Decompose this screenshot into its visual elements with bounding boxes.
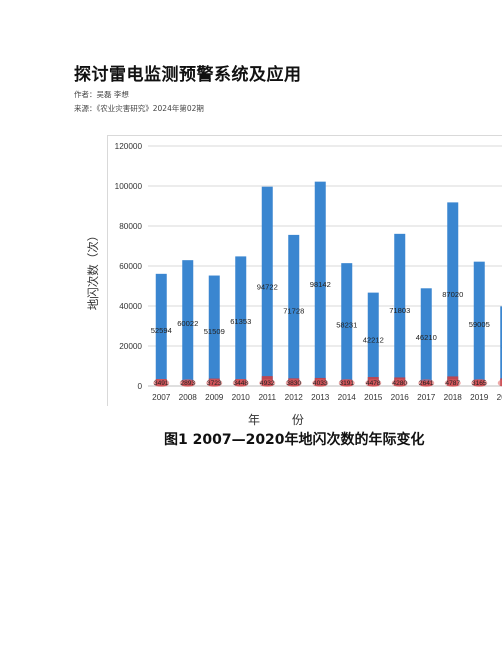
data-label-series-2: 4932 [260,380,275,387]
data-label-series-1: 46210 [416,333,437,342]
y-tick-label: 100000 [115,182,143,191]
author-line: 作者：吴磊 李想 [74,90,129,99]
bar-series-2-marker [391,379,408,387]
y-tick-label: 60000 [119,262,142,271]
figure-image: 0 20000 40000 60000 80000 100000 120000 52594 34… [80,132,502,454]
data-label-series-2: 4033 [313,380,328,387]
x-tick-label: 2012 [285,393,304,402]
bar-series-2-marker [232,379,249,387]
x-tick-label: 2020 [497,393,502,402]
bar-series-1 [473,261,485,386]
bar-series-1 [420,288,432,386]
data-label-series-2: 3491 [154,380,169,387]
data-label-series-1: 61353 [230,317,251,326]
x-tick-label: 2014 [338,393,357,402]
bar-series-1 [155,273,167,386]
data-label-series-2: 3165 [472,380,487,387]
bar-series-2-marker [444,379,461,387]
x-tick-label: 2019 [470,393,489,402]
bar-chart: 0 20000 40000 60000 80000 100000 120000 52594 34… [115,142,502,402]
data-label-series-1: 52594 [151,326,172,335]
data-label-series-1: 42212 [363,335,384,344]
data-label-series-2: 3448 [233,380,248,387]
figure-caption: 图1 2007—2020年地闪次数的年际变化 [164,432,425,448]
source-line: 来源：《农业灾害研究》2024年第02期 [74,104,204,113]
y-tick-label: 120000 [115,142,143,151]
data-label-series-2: 3830 [286,380,301,387]
x-tick-label: 2018 [444,393,463,402]
bar-series-1 [314,181,326,386]
data-label-series-2: 3191 [339,380,354,387]
data-label-series-1: 94722 [257,282,278,291]
x-tick-label: 2015 [364,393,383,402]
x-tick-label: 2008 [179,393,198,402]
y-tick-label: 0 [137,382,142,391]
data-label-series-1: 59005 [469,320,490,329]
data-label-series-1: 58231 [336,321,357,330]
bar-series-1 [182,260,194,386]
x-tick-label: 2010 [232,393,251,402]
data-label-series-2: 3723 [207,380,222,387]
bar-series-2-marker [418,379,435,387]
bar-series-2-marker [338,379,355,387]
bar-series-1 [341,263,353,386]
bar-series-1 [394,233,406,386]
bar-series-2-marker [179,379,196,387]
data-label-series-1: 71728 [283,306,304,315]
bar-series-1 [500,306,502,386]
bar-series-1 [288,234,300,386]
bar-series-2-marker [285,379,302,387]
bar-series-1 [235,256,247,386]
bar-series-2-marker [259,379,276,387]
bar-series-2-marker [206,379,223,387]
x-tick-label: 2007 [152,393,171,402]
data-label-series-2: 2641 [419,380,434,387]
x-tick-label: 2011 [258,393,276,402]
y-tick-label: 40000 [119,302,142,311]
bar-series-1 [208,275,220,386]
bar-series-2-marker [365,379,382,387]
bar-series-2-marker [312,379,329,387]
x-tick-label: 2013 [311,393,330,402]
y-axis-title: 地闪次数（次） [86,230,100,311]
y-axis-title-holder: 地闪次数（次） [86,230,100,311]
data-label-series-1: 51509 [204,327,225,336]
bar-series-1 [447,202,459,386]
x-axis-title: 年 份 [248,413,318,427]
data-label-series-1: 60022 [177,319,198,328]
data-label-series-1: 98142 [310,280,331,289]
x-tick-label: 2016 [391,393,410,402]
data-label-series-2: 4280 [392,380,407,387]
data-label-series-2: 4478 [366,380,381,387]
data-label-series-2: 2893 [180,380,195,387]
bar-series-2-marker [153,379,170,387]
data-label-series-1: 87020 [442,290,463,299]
y-tick-label: 20000 [119,342,142,351]
bar-series-1 [261,186,273,386]
x-tick-label: 2009 [205,393,224,402]
bar-series-1 [367,292,379,386]
bar-series-2-marker [497,379,502,387]
x-tick-label: 2017 [417,393,436,402]
y-tick-label: 80000 [119,222,142,231]
data-label-series-2: 4787 [445,380,460,387]
article-title: 探讨雷电监测预警系统及应用 [74,65,302,85]
data-label-series-1: 71803 [389,306,410,315]
bar-series-2-marker [471,379,488,387]
chart-area: 0 20000 40000 60000 80000 100000 120000 52594 34… [107,135,502,406]
